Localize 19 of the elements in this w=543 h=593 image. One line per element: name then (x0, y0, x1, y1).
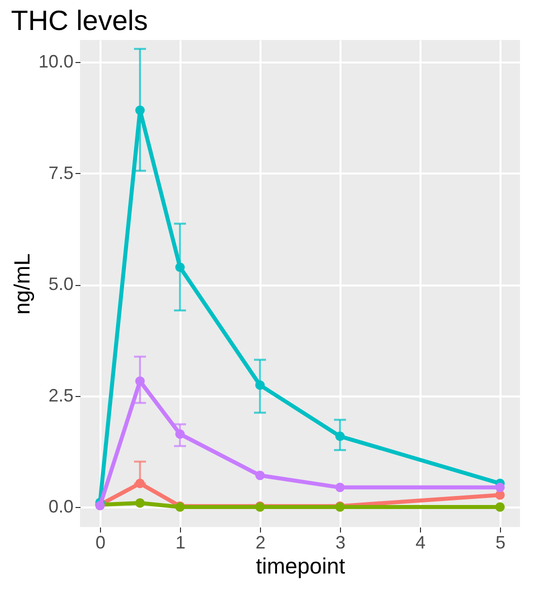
y-tick-label: 2.5 (48, 385, 74, 406)
x-axis-title: timepoint (256, 554, 346, 578)
point (335, 482, 345, 492)
x-tick-label: 5 (495, 532, 506, 552)
chart-title: THC levels (10, 5, 148, 36)
x-tick-label: 3 (335, 532, 346, 552)
point (495, 502, 505, 512)
point (495, 482, 505, 492)
x-tick-label: 1 (175, 532, 186, 552)
x-tick-label: 0 (95, 532, 106, 552)
point (135, 498, 145, 508)
x-tick-label: 4 (415, 532, 426, 552)
y-tick-label: 7.5 (48, 162, 74, 183)
y-tick-label: 5.0 (48, 274, 74, 294)
x-tick-label: 2 (255, 532, 266, 552)
y-tick-label: 0.0 (48, 496, 74, 516)
y-axis-title: ng/mL (9, 253, 34, 315)
point (255, 470, 265, 480)
y-tick-label: 10.0 (38, 52, 74, 72)
